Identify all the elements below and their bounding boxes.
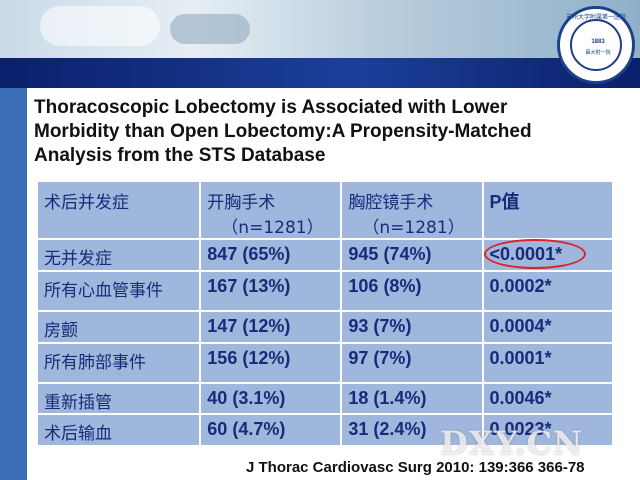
row-vats: 106 (8%): [340, 270, 484, 312]
hospital-seal-logo: 苏州大学附属第一医院 1883 蘇大附一院: [557, 6, 635, 84]
photo-shape: [40, 6, 160, 46]
red-highlight-circle: [483, 239, 586, 269]
row-label: 所有肺部事件: [35, 342, 202, 384]
row-vats: 18 (1.4%): [340, 382, 484, 415]
watermark: DXY.CN: [440, 424, 584, 462]
row-vats: 97 (7%): [340, 342, 484, 384]
row-vats: 945 (74%): [340, 238, 484, 272]
header-open-label: 开胸手术: [207, 193, 276, 213]
table-row: 无并发症 847 (65%) 945 (74%) <0.0001*: [35, 238, 615, 272]
header-vats-n: （n=1281）: [362, 218, 465, 238]
row-open: 40 (3.1%): [199, 382, 343, 415]
highlighted-p-value: <0.0001*: [483, 239, 586, 269]
complications-table: 术后并发症 开胸手术 （n=1281） 胸腔镜手术 （n=1281） P值 无并…: [35, 180, 615, 447]
slide-title: Thoracoscopic Lobectomy is Associated wi…: [34, 96, 614, 168]
row-label: 重新插管: [35, 382, 202, 415]
row-open: 847 (65%): [199, 238, 343, 272]
citation: J Thorac Cardiovasc Surg 2010: 139:366 3…: [246, 459, 585, 476]
header-vats: 胸腔镜手术 （n=1281）: [340, 180, 484, 240]
row-open: 147 (12%): [199, 310, 343, 344]
row-label: 无并发症: [35, 238, 202, 272]
row-p: 0.0004*: [481, 310, 615, 344]
row-open: 60 (4.7%): [199, 413, 343, 447]
seal-year: 1883: [591, 39, 605, 45]
row-label: 术后输血: [35, 413, 202, 447]
row-label: 房颤: [35, 310, 202, 344]
title-line: Analysis from the STS Database: [34, 145, 326, 166]
header-open-n: （n=1281）: [221, 218, 324, 238]
table-row: 所有肺部事件 156 (12%) 97 (7%) 0.0001*: [35, 342, 615, 384]
table-row: 术后输血 60 (4.7%) 31 (2.4%) 0.0023*: [35, 413, 615, 447]
row-p: 0.0046*: [481, 382, 615, 415]
header-p: P值: [481, 180, 615, 240]
table-row: 房颤 147 (12%) 93 (7%) 0.0004*: [35, 310, 615, 344]
header-open: 开胸手术 （n=1281）: [199, 180, 343, 240]
row-vats: 93 (7%): [340, 310, 484, 344]
title-line: Morbidity than Open Lobectomy:A Propensi…: [34, 121, 532, 142]
table-row: 所有心血管事件 167 (13%) 106 (8%) 0.0002*: [35, 270, 615, 312]
table-row: 重新插管 40 (3.1%) 18 (1.4%) 0.0046*: [35, 382, 615, 415]
header-complication: 术后并发症: [35, 180, 202, 240]
table-header-row: 术后并发症 开胸手术 （n=1281） 胸腔镜手术 （n=1281） P值: [35, 180, 615, 240]
row-open: 167 (13%): [199, 270, 343, 312]
header-vats-label: 胸腔镜手术: [348, 193, 434, 213]
title-line: Thoracoscopic Lobectomy is Associated wi…: [34, 97, 508, 118]
header-bar: [0, 58, 640, 88]
row-vats: 31 (2.4%): [340, 413, 484, 447]
row-open: 156 (12%): [199, 342, 343, 384]
seal-top-text: 苏州大学附属第一医院: [565, 15, 626, 21]
row-p: <0.0001*: [481, 238, 615, 272]
row-p: 0.0023*: [481, 413, 615, 447]
row-label: 所有心血管事件: [35, 270, 202, 312]
row-p: 0.0001*: [481, 342, 615, 384]
seal-inner-text: 蘇大附一院: [585, 50, 611, 56]
seal-inner-ring: 1883 蘇大附一院: [570, 19, 622, 71]
left-accent-strip: [0, 88, 27, 480]
header-photo: [0, 0, 640, 58]
row-p: 0.0002*: [481, 270, 615, 312]
photo-shape: [170, 14, 250, 44]
